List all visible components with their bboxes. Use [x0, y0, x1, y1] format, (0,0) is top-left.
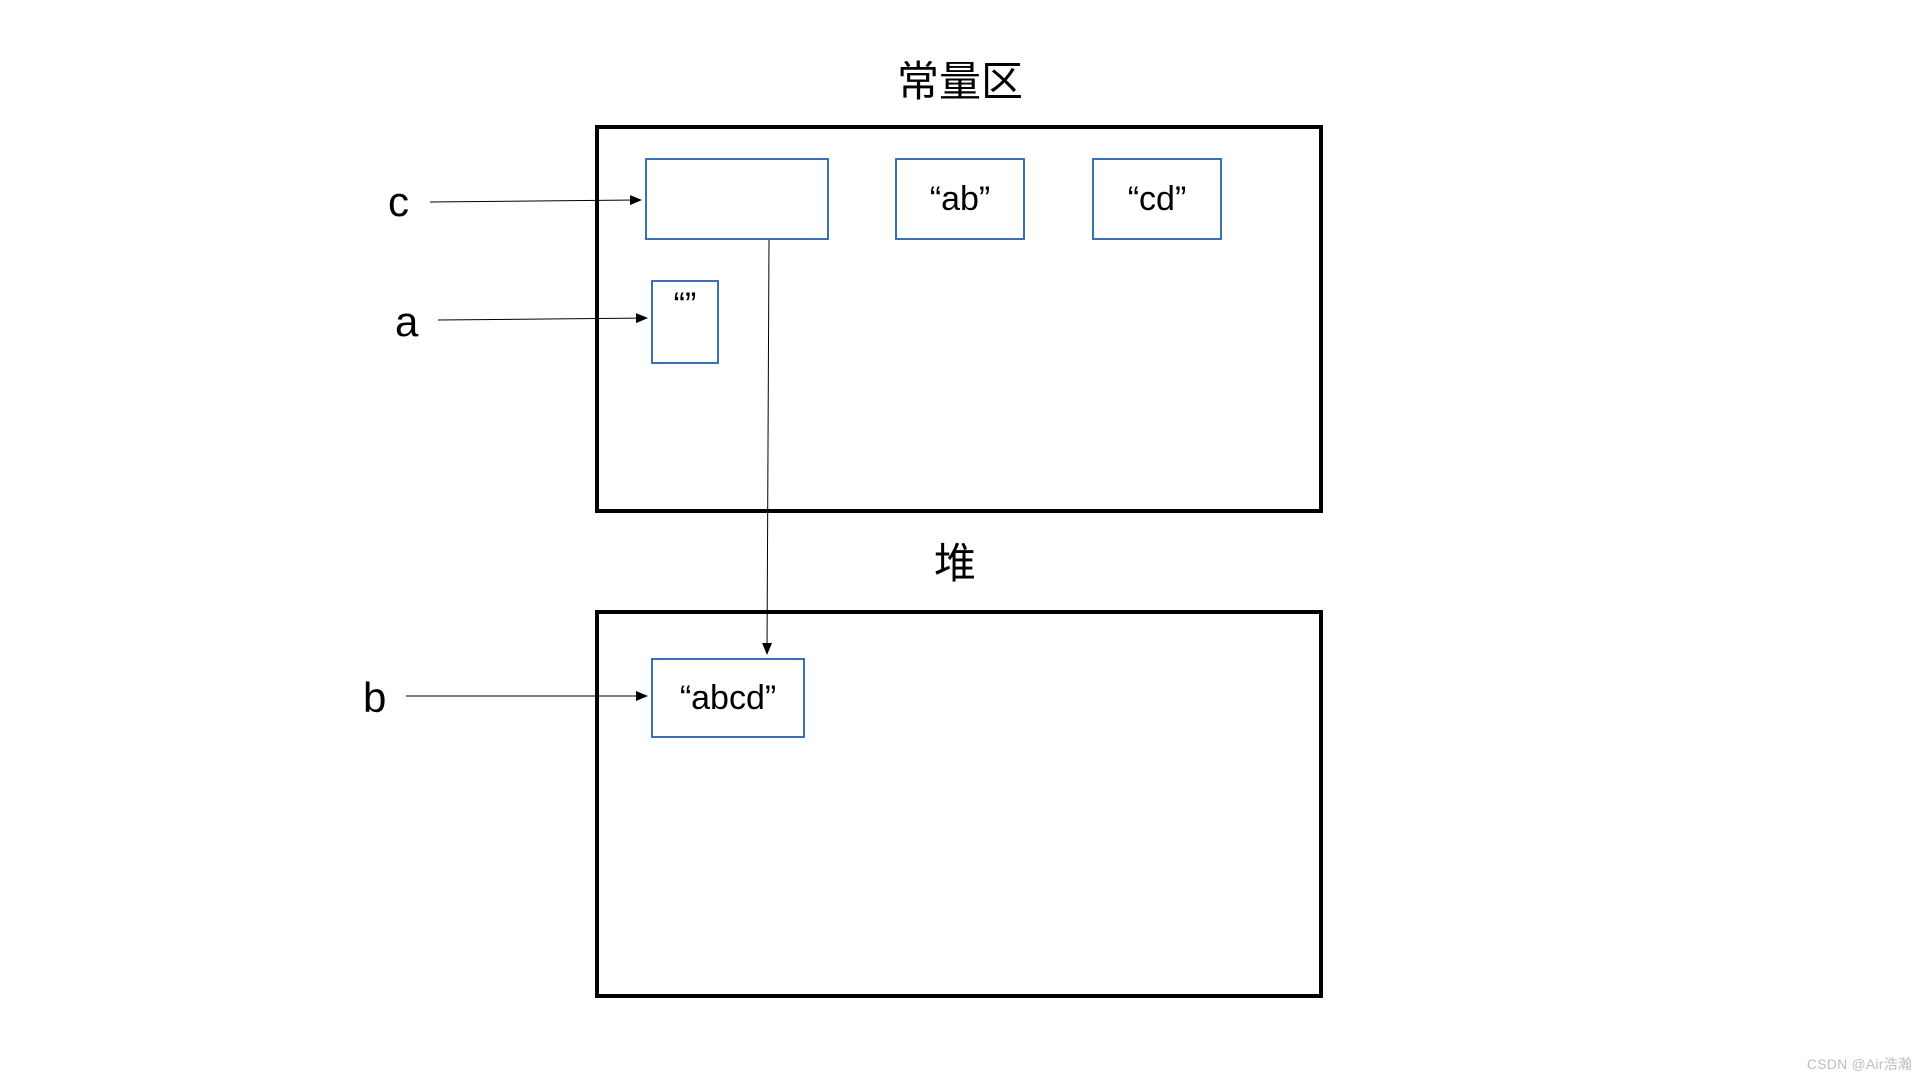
watermark: CSDN @Air浩瀚 — [1807, 1054, 1912, 1074]
heap-region-title-text: 堆 — [934, 540, 976, 587]
diagram-stage: 常量区 堆 “ab” “cd” “” “abcd” c a b — [0, 0, 1920, 1080]
cell-cd-text: “cd” — [1128, 180, 1187, 219]
label-b: b — [363, 674, 386, 722]
cell-cd: “cd” — [1092, 158, 1222, 240]
watermark-text: CSDN @Air浩瀚 — [1807, 1056, 1912, 1072]
cell-abcd: “abcd” — [651, 658, 805, 738]
constant-region-title-text: 常量区 — [897, 58, 1023, 105]
cell-ab-text: “ab” — [930, 180, 990, 219]
cell-abcd-text: “abcd” — [680, 679, 776, 718]
label-c: c — [388, 178, 409, 226]
cell-ab: “ab” — [895, 158, 1025, 240]
label-a-text: a — [395, 298, 418, 345]
cell-empty-string: “” — [651, 280, 719, 364]
label-c-text: c — [388, 178, 409, 225]
cell-c-target — [645, 158, 829, 240]
cell-empty-string-text: “” — [674, 286, 697, 325]
constant-region-title: 常量区 — [860, 48, 1060, 109]
heap-region-title: 堆 — [910, 530, 1000, 591]
label-b-text: b — [363, 674, 386, 721]
label-a: a — [395, 298, 418, 346]
